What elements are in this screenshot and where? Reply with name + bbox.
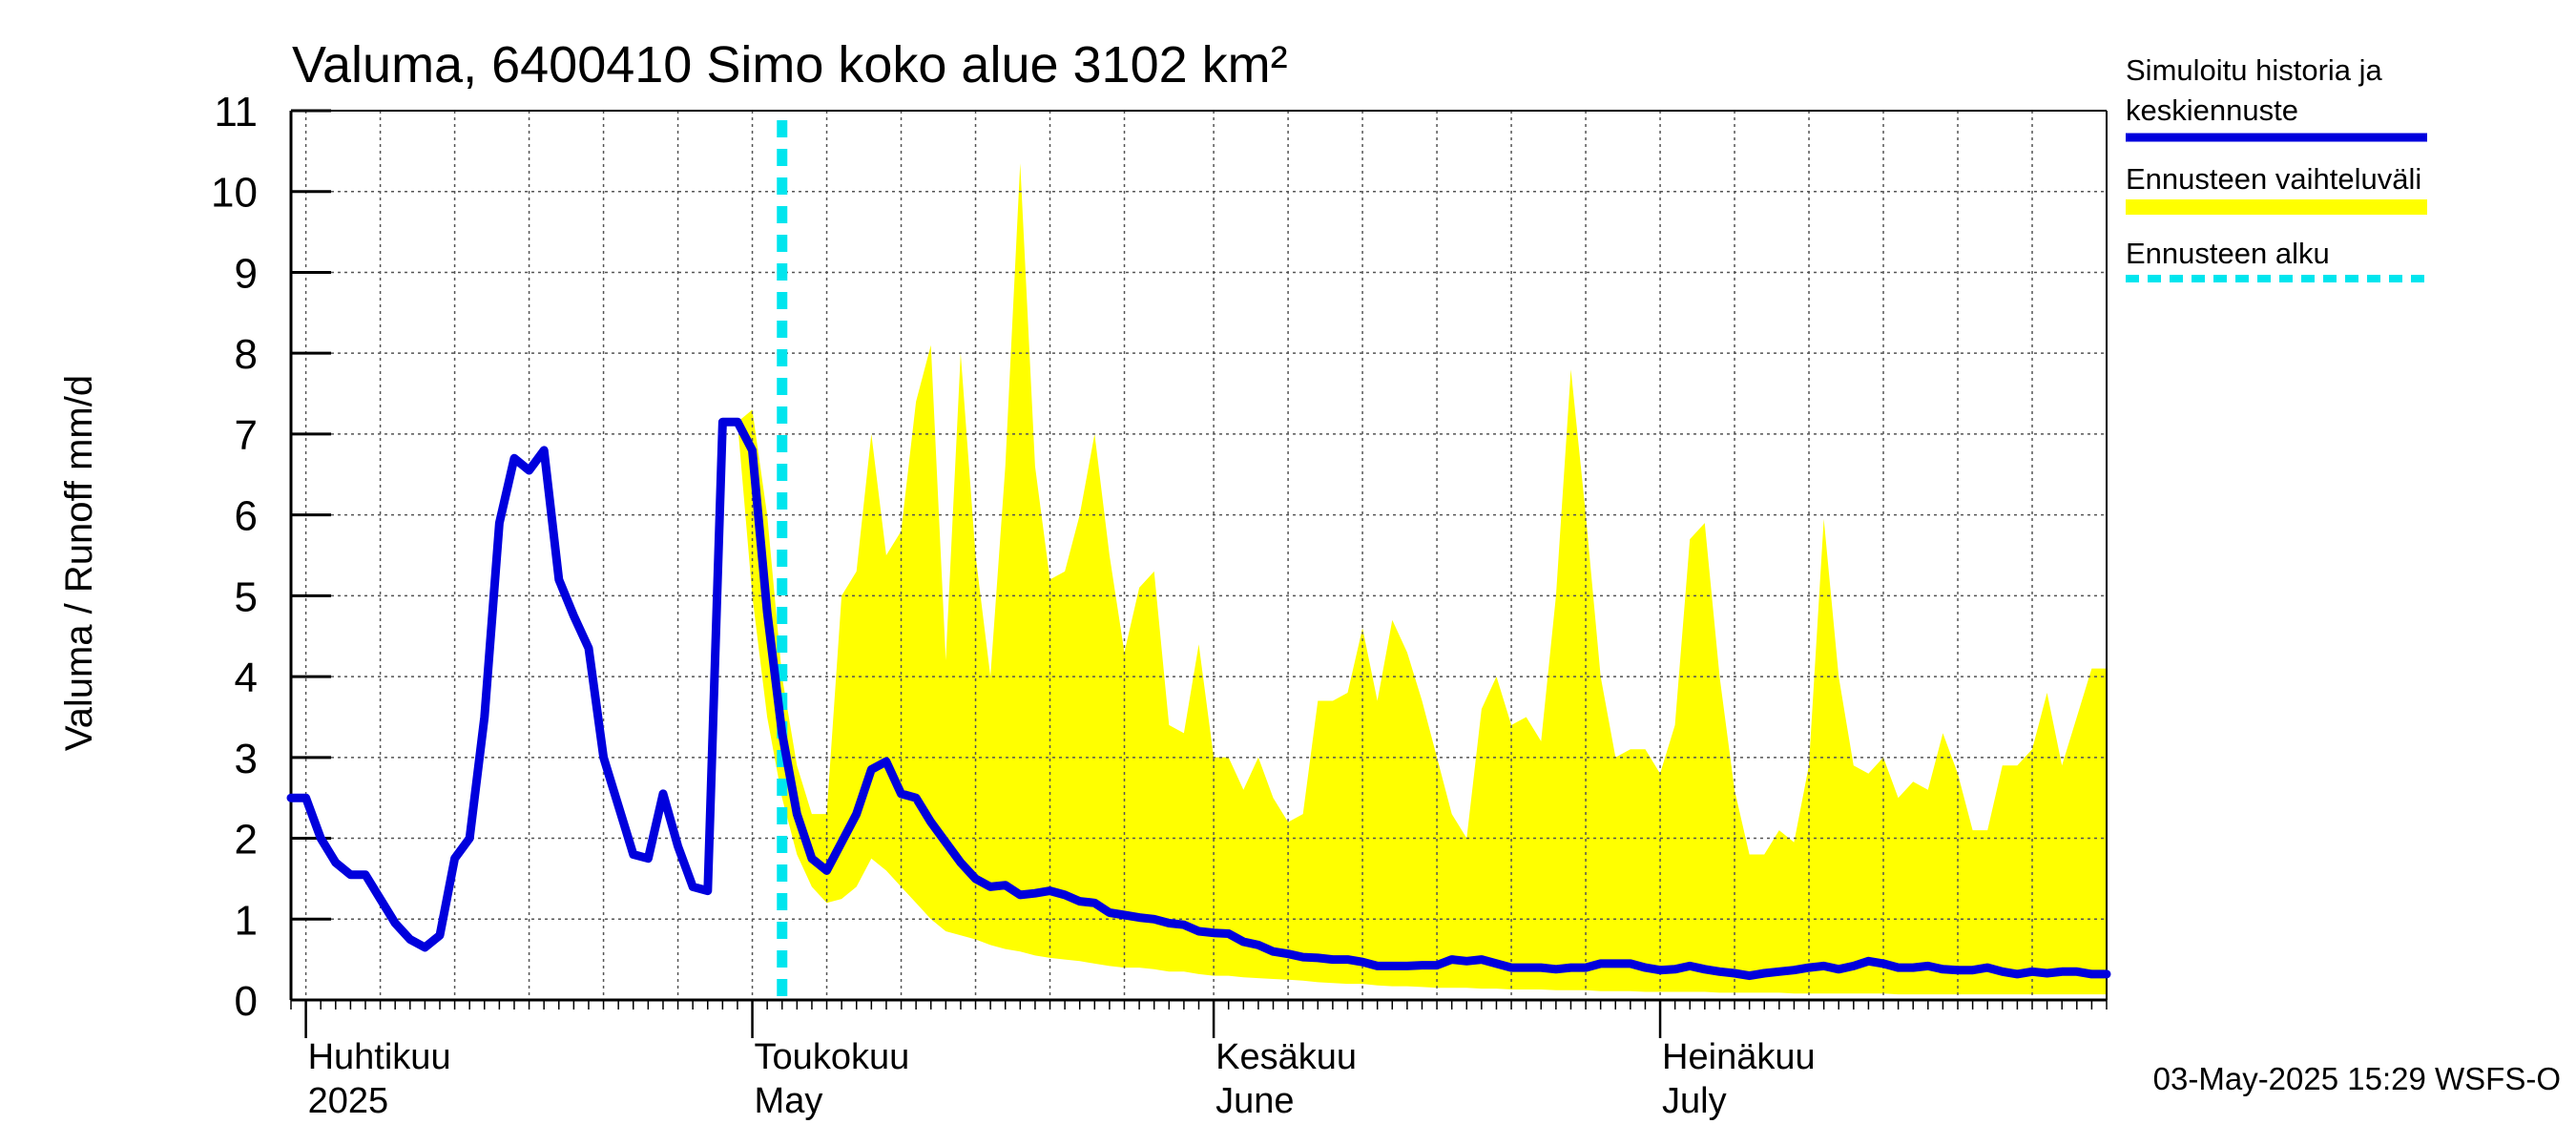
y-tick-label: 0 — [235, 978, 258, 1025]
forecast-range-band — [737, 163, 2107, 995]
x-month-sublabel: June — [1215, 1081, 1294, 1121]
legend: Simuloitu historia ja keskiennuste Ennuste… — [2126, 53, 2427, 282]
x-month-sublabel: July — [1662, 1081, 1727, 1121]
x-month-label: Heinäkuu — [1662, 1037, 1816, 1077]
x-month-label: Huhtikuu — [308, 1037, 451, 1077]
simulated-mean-line — [286, 417, 2111, 981]
y-tick-label: 8 — [235, 331, 258, 378]
y-tick-label: 2 — [235, 817, 258, 864]
legend-label-range: Ennusteen vaihteluväli — [2126, 162, 2421, 196]
y-tick-label: 1 — [235, 897, 258, 944]
timestamp: 03-May-2025 15:29 WSFS-O — [2153, 1061, 2561, 1096]
x-month-sublabel: May — [755, 1081, 823, 1121]
y-tick-label: 5 — [235, 573, 258, 620]
legend-swatch-range — [2126, 199, 2427, 215]
chart-title: Valuma, 6400410 Simo koko alue 3102 km² — [292, 36, 1288, 94]
y-tick-label: 10 — [211, 170, 258, 217]
y-axis-label: Valuma / Runoff mm/d — [58, 375, 100, 751]
y-tick-label: 6 — [235, 493, 258, 540]
y-tick-label: 11 — [214, 89, 258, 135]
x-month-label: Toukokuu — [755, 1037, 910, 1077]
legend-label-simulated-cont: keskiennuste — [2126, 94, 2298, 127]
legend-label-forecast-start: Ennusteen alku — [2126, 237, 2330, 270]
y-tick-label: 4 — [235, 655, 258, 701]
y-tick-label: 7 — [235, 412, 258, 459]
y-tick-label: 9 — [235, 250, 258, 297]
x-month-label: Kesäkuu — [1215, 1037, 1357, 1077]
x-month-sublabel: 2025 — [308, 1081, 389, 1121]
legend-label-simulated: Simuloitu historia ja — [2126, 53, 2383, 87]
y-tick-label: 3 — [235, 736, 258, 782]
